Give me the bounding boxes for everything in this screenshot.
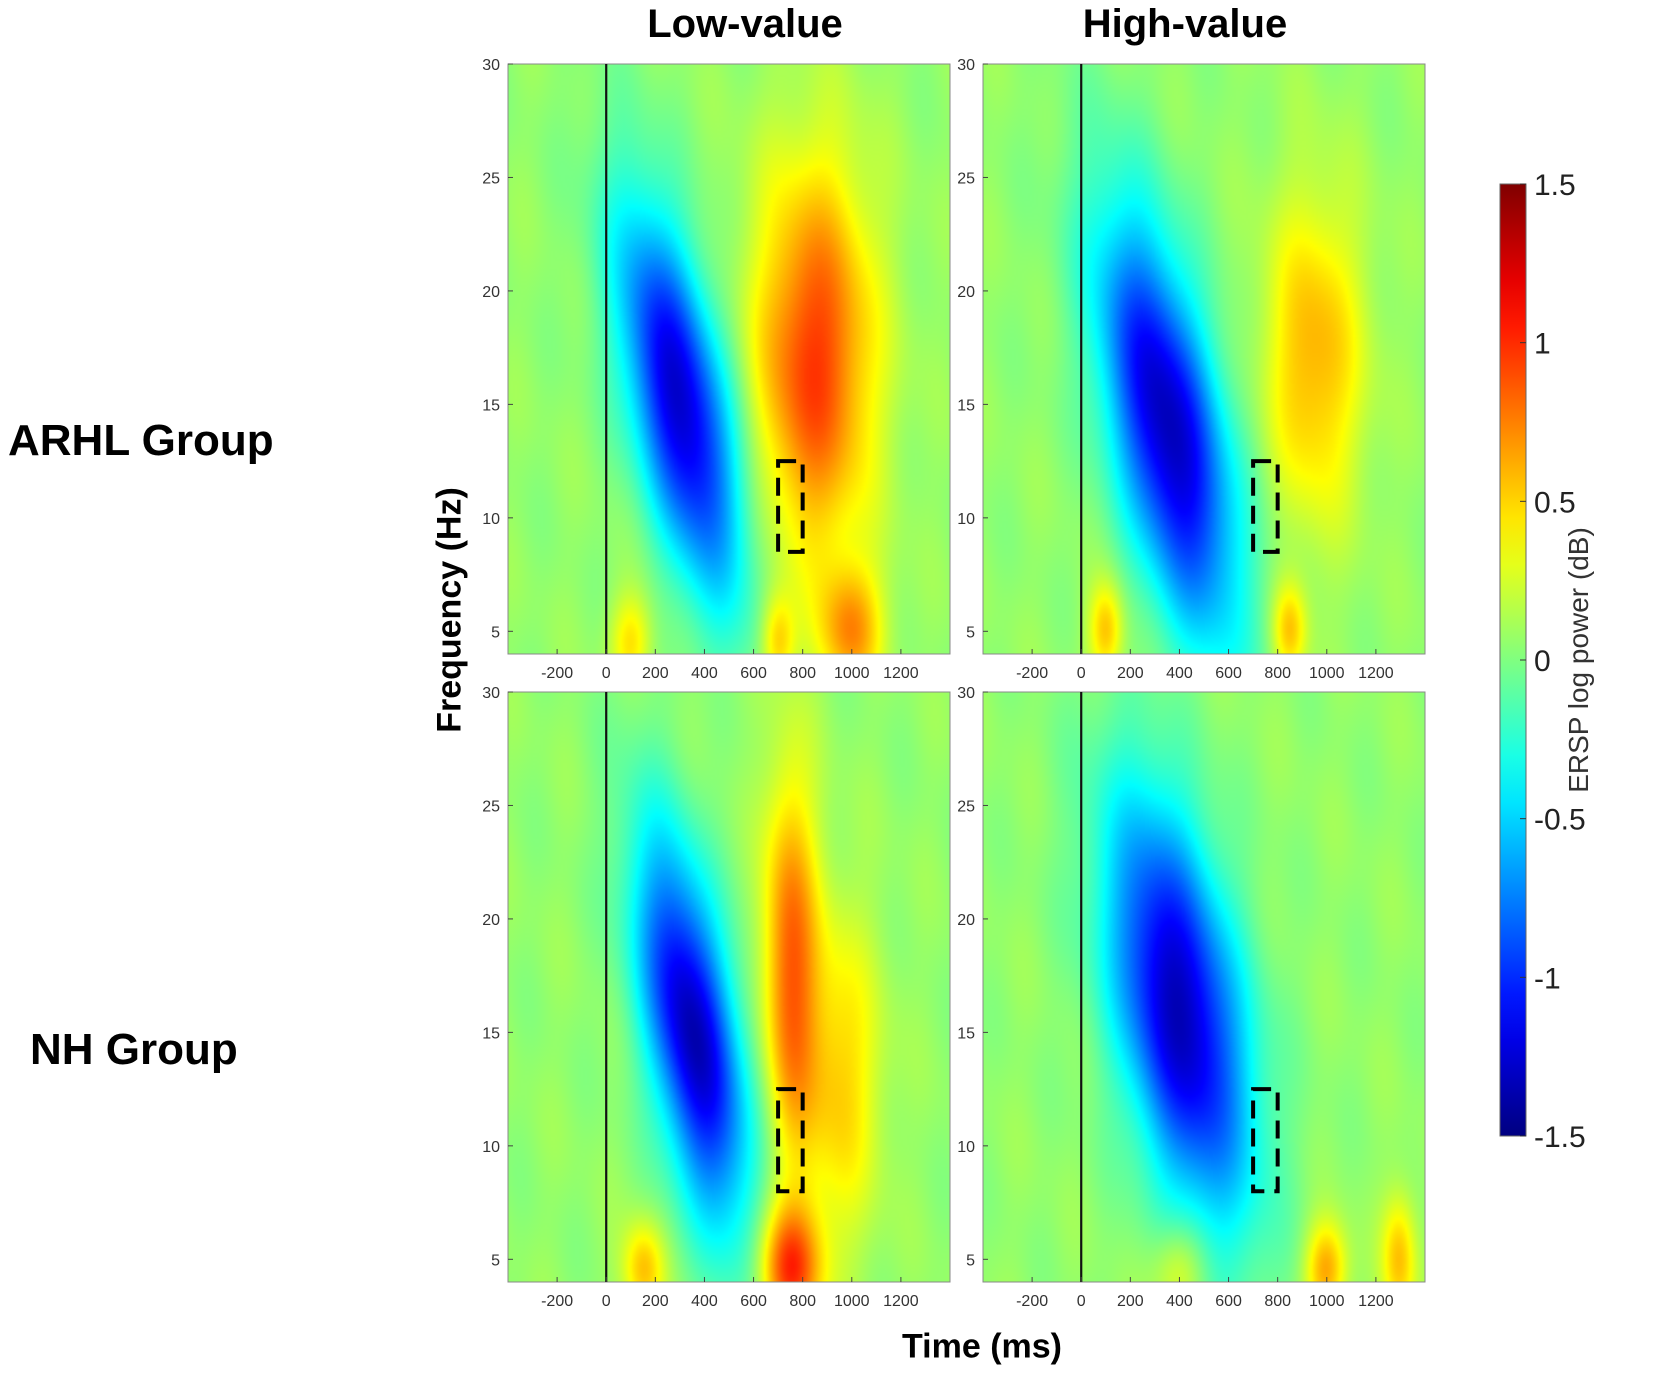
y-tick-label: 15 [957,1025,975,1042]
x-tick-label: 0 [602,665,611,682]
colorbar-tick-label: 0 [1534,645,1551,678]
x-tick-label: 600 [1215,665,1242,682]
x-tick-label: 200 [642,1293,669,1310]
x-tick-label: 200 [1117,1293,1144,1310]
panel-2: -200 0 200 400 600 800 1000 1200 5 10 15 20 25 30 [957,57,1426,682]
y-tick-label: 25 [482,798,500,815]
y-tick-label: 10 [957,1139,975,1156]
x-tick-label: 1200 [883,1293,919,1310]
row-title-nh-group: NH Group [30,1025,238,1074]
y-tick-label: 10 [482,511,500,528]
x-tick-label: 1000 [1309,1293,1345,1310]
y-tick-label: 20 [482,284,500,301]
x-tick-label: 400 [691,1293,718,1310]
x-tick-label: 0 [1077,665,1086,682]
colorbar-tick-label: 1 [1534,328,1551,361]
x-tick-label: 1000 [1309,665,1345,682]
x-tick-label: 600 [1215,1293,1242,1310]
x-tick-label: -200 [541,665,573,682]
x-tick-label: 1000 [834,665,870,682]
colorbar-tick-label: -1.5 [1534,1121,1586,1154]
x-tick-label: 200 [1117,665,1144,682]
x-tick-label: -200 [541,1293,573,1310]
y-tick-label: 20 [957,284,975,301]
ersp-heatmap [508,64,950,654]
x-tick-label: 1200 [1358,1293,1394,1310]
colorbar: 1.5 1 0.5 0 -0.5 -1 -1.5 ERSP log power (dB) [1499,169,1594,1154]
column-title-low-value: Low-value [647,2,843,46]
y-tick-label: 5 [966,624,975,641]
x-tick-label: 400 [691,665,718,682]
y-tick-label: 15 [482,1025,500,1042]
highlight-window [1251,459,1280,554]
y-tick-label: 25 [482,170,500,187]
panel-frame [982,691,1426,1283]
y-tick-label: 20 [957,912,975,929]
x-tick-label: 1000 [834,1293,870,1310]
x-tick-label: 600 [740,665,767,682]
x-tick-label: 0 [602,1293,611,1310]
y-tick-label: 10 [482,1139,500,1156]
panel-frame [982,63,1426,655]
x-tick-label: 800 [1264,665,1291,682]
colorbar-tick-label: -0.5 [1534,804,1586,837]
y-tick-label: 30 [482,685,500,702]
x-axis-label: Time (ms) [902,1327,1062,1366]
highlight-window [776,1087,805,1194]
highlight-window [1251,1087,1280,1194]
x-tick-label: -200 [1016,1293,1048,1310]
colorbar-tick-label: -1 [1534,962,1561,995]
y-tick-label: 5 [491,1252,500,1269]
x-tick-label: 1200 [883,665,919,682]
y-tick-label: 30 [957,685,975,702]
panel-frame [507,63,951,655]
x-tick-label: 400 [1166,665,1193,682]
x-tick-label: 400 [1166,1293,1193,1310]
x-tick-label: 0 [1077,1293,1086,1310]
x-tick-label: 600 [740,1293,767,1310]
x-tick-label: 800 [1264,1293,1291,1310]
y-tick-label: 30 [482,57,500,74]
y-tick-label: 30 [957,57,975,74]
y-tick-label: 15 [482,397,500,414]
y-tick-label: 10 [957,511,975,528]
y-tick-label: 25 [957,170,975,187]
ersp-heatmap [983,64,1425,654]
panel-3: -200 0 200 400 600 800 1000 1200 5 10 15 20 25 30 [482,685,951,1310]
colorbar-tick-label: 0.5 [1534,486,1576,519]
y-tick-label: 5 [966,1252,975,1269]
colorbar-tick-label: 1.5 [1534,169,1576,202]
ersp-heatmap [508,692,950,1282]
y-tick-label: 5 [491,624,500,641]
panel-frame [507,691,951,1283]
row-title-arhl-group: ARHL Group [8,416,274,465]
x-tick-label: 200 [642,665,669,682]
y-tick-label: 15 [957,397,975,414]
x-tick-label: 800 [789,665,816,682]
x-tick-label: -200 [1016,665,1048,682]
ersp-heatmap [983,692,1425,1282]
x-tick-label: 1200 [1358,665,1394,682]
x-tick-label: 800 [789,1293,816,1310]
y-tick-label: 20 [482,912,500,929]
panel-4: -200 0 200 400 600 800 1000 1200 5 10 15 20 25 30 [957,685,1426,1310]
column-title-high-value: High-value [1082,2,1288,46]
panels: -200 0 200 400 600 800 1000 120051015202530-200… [482,57,1426,1310]
colorbar-label: ERSP log power (dB) [1563,527,1594,793]
panel-1: -200 0 200 400 600 800 1000 1200 5 10 15 20 25 30 [482,57,951,682]
highlight-window [776,459,805,554]
y-tick-label: 25 [957,798,975,815]
